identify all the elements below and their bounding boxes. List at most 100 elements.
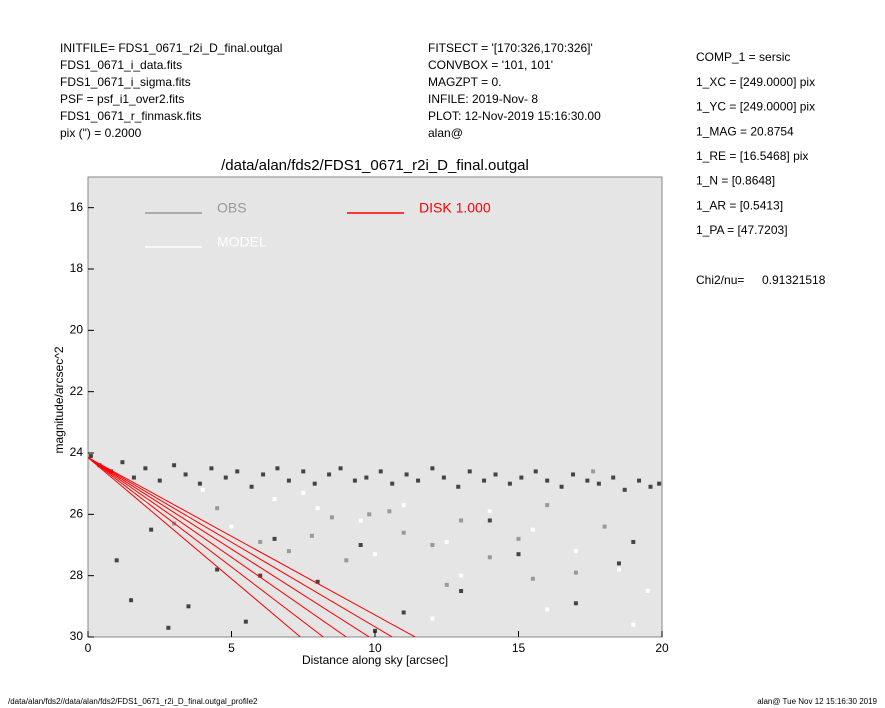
model-line xyxy=(88,457,393,637)
data-point xyxy=(591,469,596,474)
header-line: alan@ xyxy=(428,126,463,140)
data-point xyxy=(197,481,202,486)
x-tick-label: 5 xyxy=(228,641,235,655)
x-tick-label: 20 xyxy=(655,641,669,655)
data-point xyxy=(585,478,590,483)
data-point xyxy=(301,469,306,474)
model-line xyxy=(88,457,370,637)
header-line: INITFILE= FDS1_0671_r2i_D_final.outgal xyxy=(60,41,282,55)
header-line: PSF = psf_i1_over2.fits xyxy=(60,92,184,106)
data-point xyxy=(545,478,550,483)
data-point xyxy=(459,518,464,523)
data-point xyxy=(200,487,205,492)
legend-label: OBS xyxy=(217,200,247,216)
param-line: 1_MAG = 20.8754 xyxy=(696,124,794,138)
data-point xyxy=(616,567,621,572)
data-point xyxy=(533,469,538,474)
data-point xyxy=(631,622,636,627)
data-point xyxy=(441,475,446,480)
header-line: FDS1_0671_i_sigma.fits xyxy=(60,75,191,89)
y-tick-label: 26 xyxy=(70,507,84,521)
data-point xyxy=(312,481,317,486)
data-point xyxy=(286,549,291,554)
data-point xyxy=(467,469,472,474)
model-line xyxy=(88,457,324,637)
footer-left: /data/alan/fds2//data/alan/fds2/FDS1_067… xyxy=(8,697,258,706)
data-point xyxy=(456,484,461,489)
data-point xyxy=(338,466,343,471)
data-point xyxy=(329,515,334,520)
data-point xyxy=(309,533,314,538)
header-line: FITSECT = '[170:326,170:326]' xyxy=(428,41,593,55)
y-tick-label: 20 xyxy=(70,323,84,337)
data-point xyxy=(519,475,524,480)
data-point xyxy=(637,478,642,483)
data-point xyxy=(373,552,377,557)
chart-title: /data/alan/fds2/FDS1_0671_r2i_D_final.ou… xyxy=(221,157,529,174)
header-line: FDS1_0671_r_finmask.fits xyxy=(60,109,201,123)
header-line: pix (") = 0.2000 xyxy=(60,126,142,140)
data-point xyxy=(657,481,662,486)
data-point xyxy=(430,616,435,621)
data-point xyxy=(272,536,277,541)
y-tick-label: 22 xyxy=(70,384,84,398)
data-point xyxy=(358,518,363,523)
footer-right: alan@ Tue Nov 12 15:16:30 2019 xyxy=(757,697,877,706)
y-tick-label: 28 xyxy=(70,568,84,582)
data-point xyxy=(215,506,220,511)
data-point xyxy=(459,589,464,593)
data-point xyxy=(401,610,406,615)
data-point xyxy=(275,466,280,471)
model-line xyxy=(88,457,347,637)
data-point xyxy=(573,601,578,606)
legend-label: MODEL xyxy=(217,234,267,250)
data-point xyxy=(235,469,240,474)
data-point xyxy=(430,543,435,547)
data-point xyxy=(373,628,377,633)
header-line: INFILE: 2019-Nov- 8 xyxy=(428,92,538,106)
data-point xyxy=(261,472,266,477)
data-point xyxy=(120,460,125,465)
data-point xyxy=(272,497,277,501)
legend-label: DISK 1.000 xyxy=(419,200,491,216)
data-point xyxy=(129,598,134,603)
data-point xyxy=(459,573,464,578)
data-point xyxy=(401,503,406,508)
data-point xyxy=(344,558,349,563)
x-tick-label: 10 xyxy=(368,641,382,655)
data-point xyxy=(315,579,320,584)
header-line: FDS1_0671_i_data.fits xyxy=(60,58,182,72)
data-point xyxy=(622,487,627,492)
data-point xyxy=(229,524,234,529)
data-point xyxy=(131,475,136,480)
plot-content xyxy=(88,454,662,637)
data-point xyxy=(573,570,578,575)
data-point xyxy=(530,527,535,532)
param-line: 1_AR = [0.5413] xyxy=(696,198,783,212)
data-point xyxy=(143,500,148,505)
data-point xyxy=(157,478,162,483)
data-point xyxy=(507,481,512,486)
param-line: 1_XC = [249.0000] pix xyxy=(696,75,815,89)
data-point xyxy=(215,567,220,572)
y-axis-label: magnitude/arcsec^2 xyxy=(52,346,66,453)
header-line: CONVBOX = '101, 101' xyxy=(428,58,553,72)
data-point xyxy=(545,607,550,612)
model-line xyxy=(88,457,301,637)
param-line: 1_PA = [47.7203] xyxy=(696,223,788,237)
data-point xyxy=(530,576,535,581)
data-point xyxy=(487,518,492,523)
y-tick-label: 18 xyxy=(70,261,84,275)
data-point xyxy=(611,475,616,480)
data-point xyxy=(631,539,636,544)
data-point xyxy=(166,625,171,630)
data-point xyxy=(114,558,119,563)
data-point xyxy=(573,549,578,554)
data-point xyxy=(249,484,254,489)
data-point xyxy=(616,561,621,566)
data-point xyxy=(301,490,306,495)
data-point xyxy=(243,619,248,624)
data-point xyxy=(149,527,154,532)
data-point xyxy=(364,475,369,480)
